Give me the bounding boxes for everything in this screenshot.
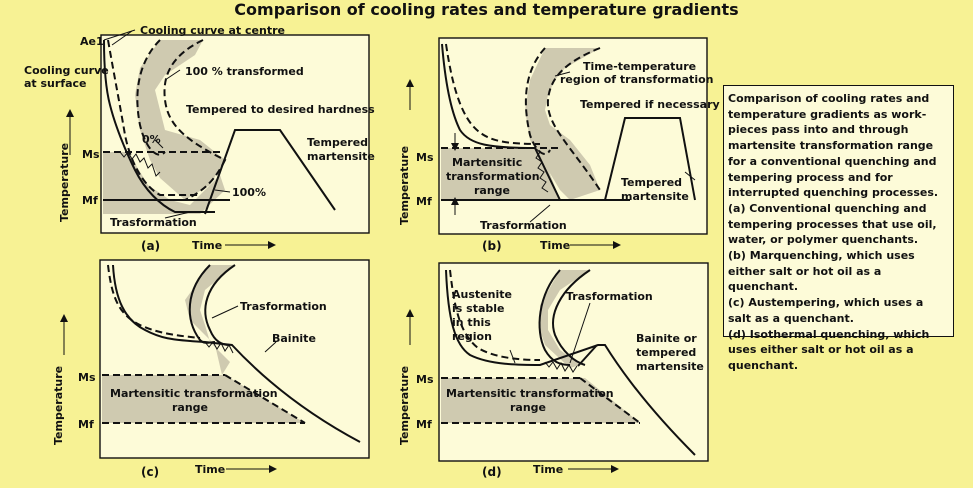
- panel-b-ms: Ms: [416, 151, 434, 164]
- panel-d-mf: Mf: [416, 418, 432, 431]
- panel-a-cooling-centre-label: Cooling curve at centre: [140, 24, 285, 37]
- panel-a-transformation-label: Trasformation: [110, 216, 197, 229]
- panel-c-mf: Mf: [78, 418, 94, 431]
- panel-b-mtr-2: transformation: [446, 170, 540, 183]
- panel-a-martensite-label: martensite: [307, 150, 375, 163]
- panel-b-time-label: Time: [540, 239, 570, 252]
- panel-b-martensite-band: [441, 148, 560, 200]
- panel-b-temperature-label: Temperature: [398, 146, 411, 225]
- panel-c-ms: Ms: [78, 371, 96, 384]
- panel-a-caption: (a): [141, 239, 160, 253]
- panel-c-martensite-band: [102, 375, 305, 423]
- panel-d-austenite-3: in this: [452, 316, 491, 329]
- panel-d-austenite-4: region: [452, 330, 492, 343]
- panel-d-temperature-label: Temperature: [398, 366, 411, 445]
- panel-a-mf: Mf: [82, 194, 98, 207]
- description-d: (d) Isothermal quenching, which uses eit…: [728, 327, 930, 372]
- panel-d-bainite-1: Bainite or: [636, 332, 697, 345]
- panel-d-bainite-2: tempered: [636, 346, 696, 359]
- panel-d-austenite-2: is stable: [452, 302, 504, 315]
- panel-b-mtr-1: Martensitic: [452, 156, 522, 169]
- panel-d-ms: Ms: [416, 373, 434, 386]
- panel-c-transformation-label: Trasformation: [240, 300, 327, 313]
- panel-c-time-label: Time: [195, 463, 225, 476]
- panel-c-temperature-label: Temperature: [52, 366, 65, 445]
- panel-d-time-label: Time: [533, 463, 563, 476]
- panel-d-transformation-band: [540, 270, 590, 368]
- panel-b-tempered-if: Tempered if necessary: [580, 98, 720, 111]
- panel-d-martensite-band: [441, 378, 640, 423]
- panel-b-mf: Mf: [416, 195, 432, 208]
- figure-title: Comparison of cooling rates and temperat…: [234, 0, 739, 19]
- panel-b: [406, 37, 708, 249]
- panel-d-austenite-1: Austenite: [452, 288, 512, 301]
- panel-b-region-label: Time-temperature: [583, 60, 696, 73]
- panel-d-bainite-3: martensite: [636, 360, 704, 373]
- panel-b-tempered-label: Tempered: [621, 176, 682, 189]
- panel-b-martensite-label: martensite: [621, 190, 689, 203]
- panel-b-caption: (b): [482, 239, 502, 253]
- panel-d-transformation-label: Trasformation: [566, 290, 653, 303]
- panel-c-mtr-1: Martensitic transformation: [110, 387, 278, 400]
- panel-a-transformation-band: [135, 40, 225, 200]
- panel-c-frame: [99, 259, 370, 459]
- description-box: Comparison of cooling rates and temperat…: [723, 85, 954, 372]
- panel-c-caption: (c): [141, 465, 159, 479]
- panel-a-hundred-pct: 100%: [232, 186, 266, 199]
- panel-d-caption: (d): [482, 465, 502, 479]
- panel-a: [66, 29, 370, 249]
- panel-a-ms: Ms: [82, 148, 100, 161]
- panel-a-zero-pct: 0%: [142, 133, 161, 146]
- panel-d: [406, 262, 709, 473]
- panel-a-tempered-hardness: Tempered to desired hardness: [186, 103, 375, 116]
- panel-a-time-label: Time: [192, 239, 222, 252]
- panel-b-transformation-label: Trasformation: [480, 219, 567, 232]
- description-a: (a) Conventional quenching and tempering…: [728, 201, 937, 247]
- description-b: (b) Marquenching, which uses either salt…: [728, 249, 915, 294]
- panel-c-mtr-2: range: [172, 401, 208, 414]
- panel-b-mtr-3: range: [474, 184, 510, 197]
- description-c: (c) Austempering, which uses a salt as a…: [728, 296, 924, 325]
- panel-a-cooling-surface-label-2: at surface: [24, 77, 87, 90]
- panel-a-tempered-label: Tempered: [307, 136, 368, 149]
- panel-d-mtr-2: range: [510, 401, 546, 414]
- panel-b-region-label-2: region of transformation: [560, 73, 713, 86]
- panel-c-transformation-band: [185, 265, 235, 375]
- panel-a-100-transformed: 100 % transformed: [185, 65, 304, 78]
- panel-a-cooling-surface-label: Cooling curve: [24, 64, 109, 77]
- description-intro: Comparison of cooling rates and temperat…: [728, 92, 939, 200]
- panel-d-mtr-1: Martensitic transformation: [446, 387, 614, 400]
- panel-c-bainite-label: Bainite: [272, 332, 316, 345]
- panel-a-temperature-label: Temperature: [58, 143, 71, 222]
- panel-a-ae1: Ae1: [80, 35, 104, 48]
- panel-c: [60, 259, 370, 473]
